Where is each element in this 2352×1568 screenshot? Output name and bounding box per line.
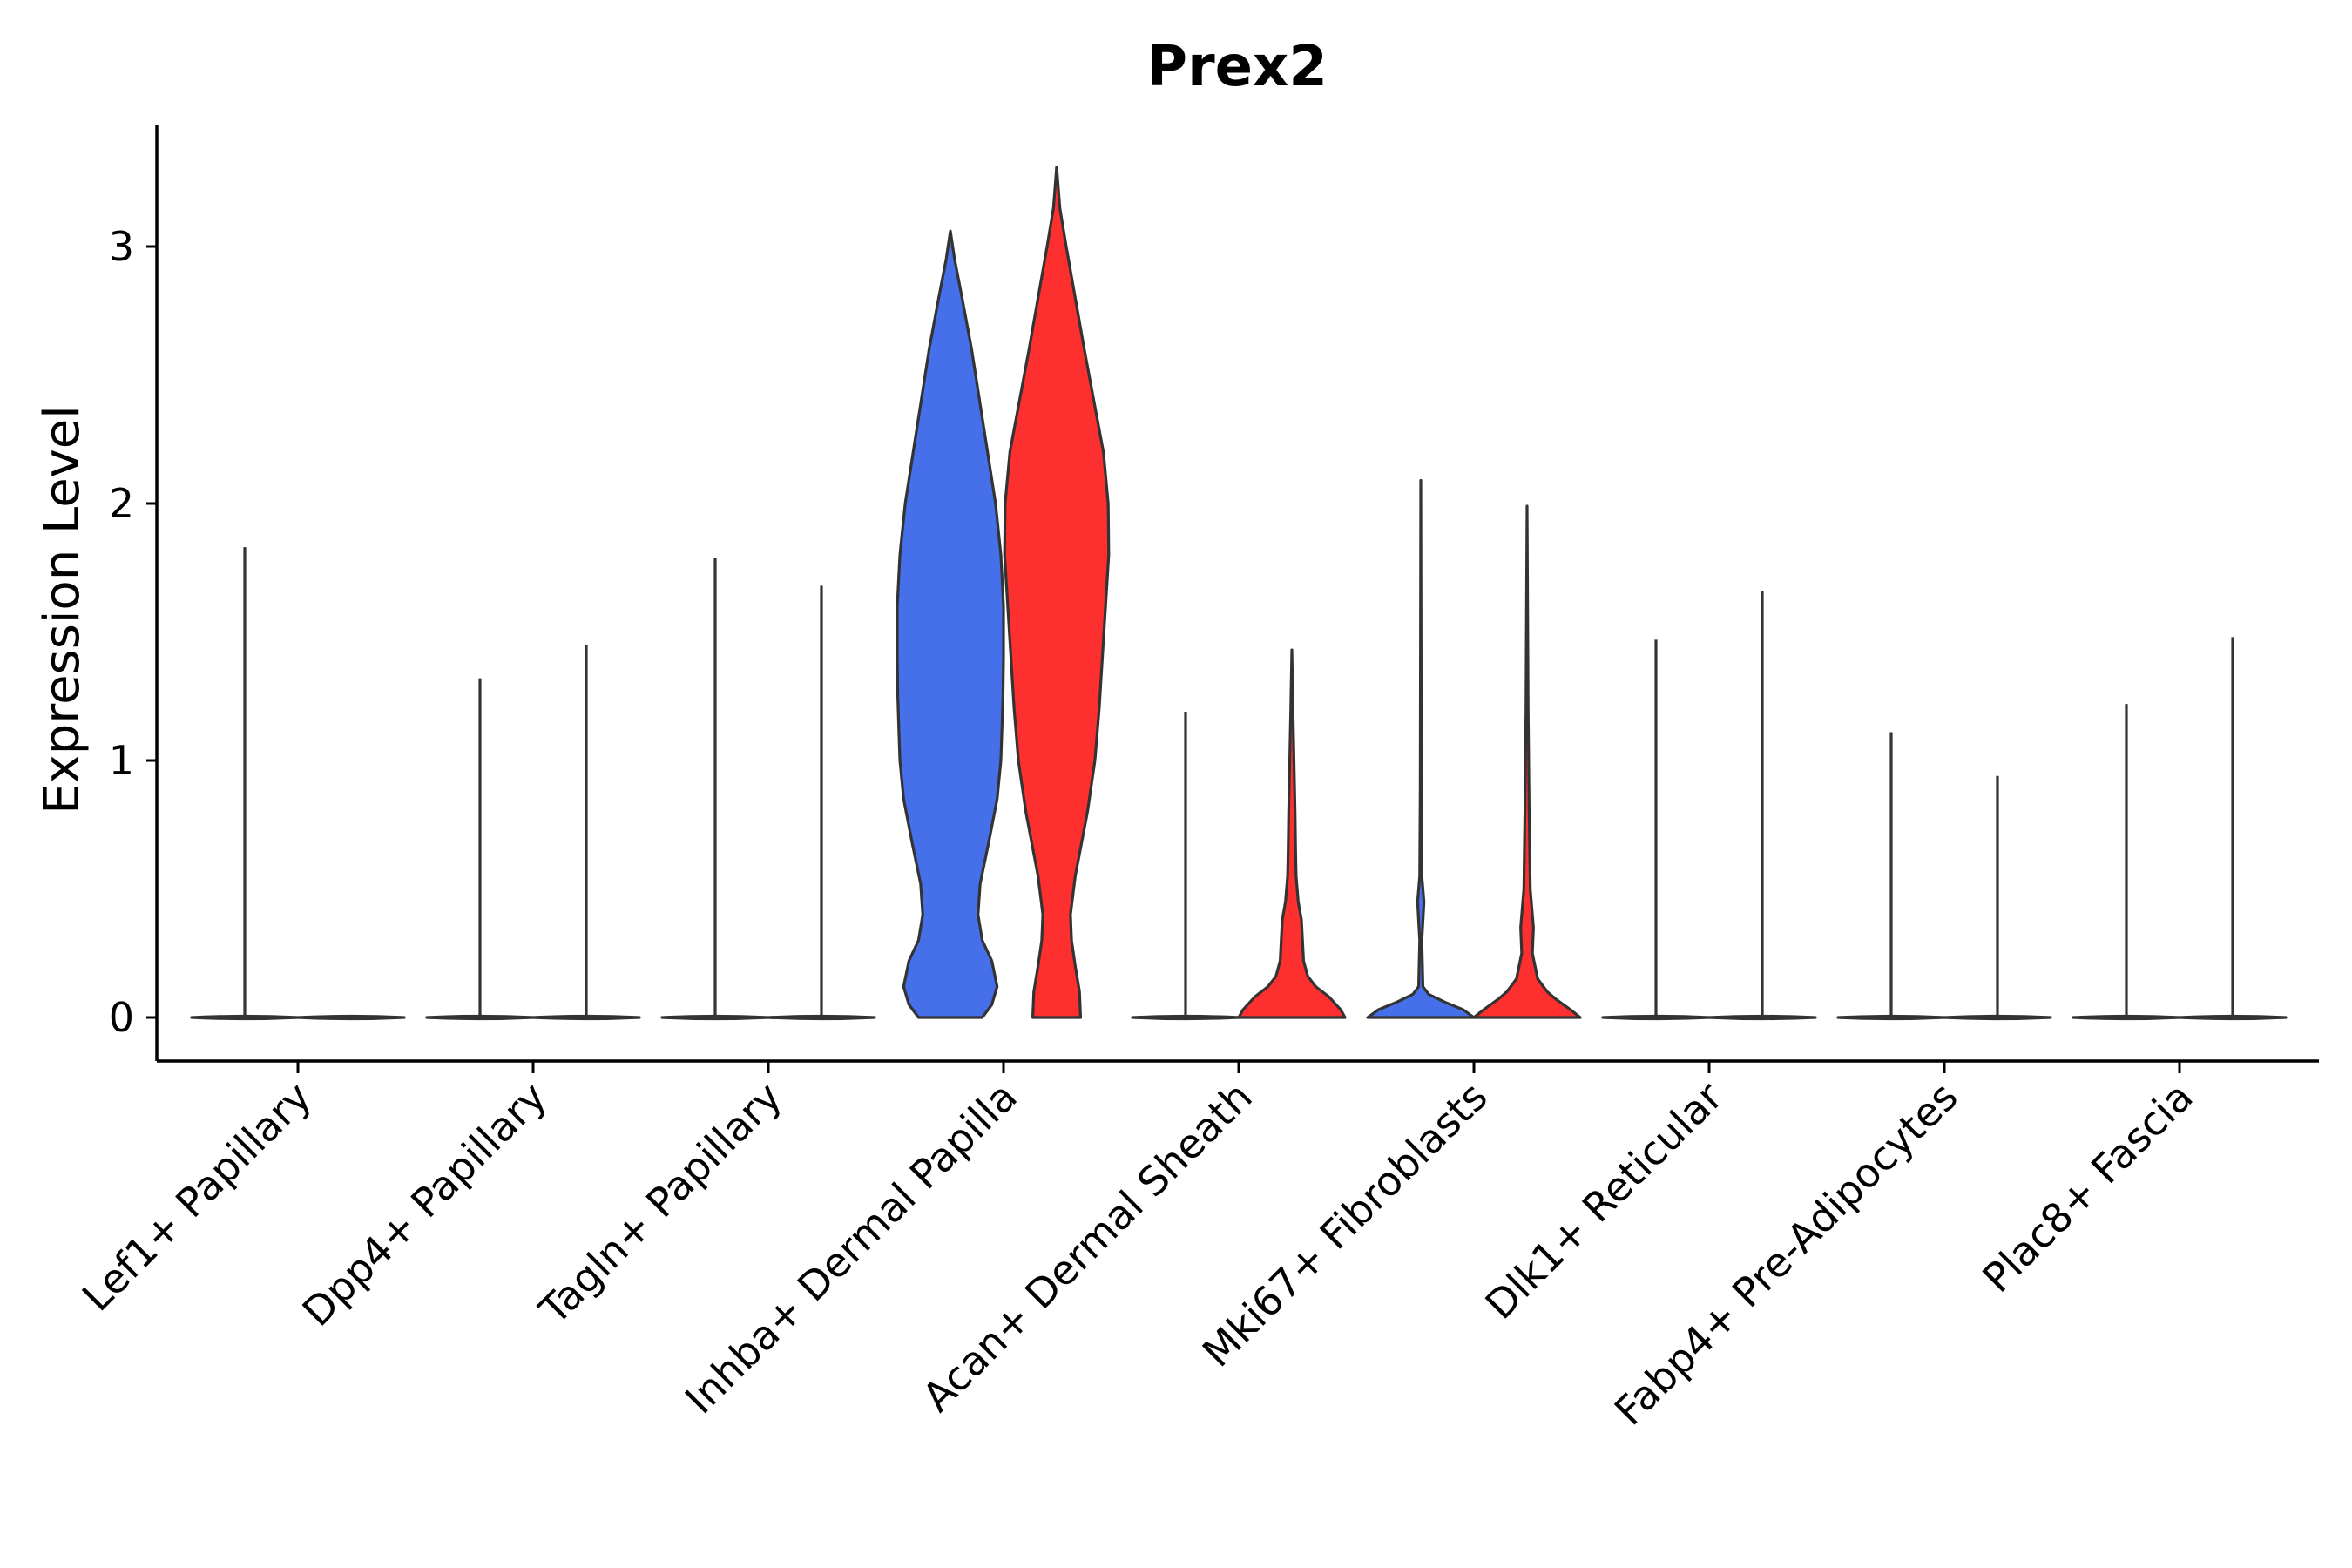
violins <box>190 165 2288 1021</box>
violin <box>1472 504 1582 1019</box>
x-tick-label: Tagln+ Papillary <box>530 1073 791 1335</box>
y-axis-label: Expression Level <box>34 405 91 814</box>
violin <box>1366 478 1476 1019</box>
x-tick-label: Dpp4+ Papillary <box>294 1073 556 1335</box>
y-tick-label: 0 <box>109 994 134 1041</box>
y-tick-label: 2 <box>109 480 134 527</box>
chart-title: Prex2 <box>1146 35 1328 99</box>
x-tick-label: Plac8+ Fascia <box>1973 1073 2201 1301</box>
x-tick-label: Lef1+ Papillary <box>73 1073 321 1321</box>
x-tick-label: Dlk1+ Reticular <box>1477 1073 1732 1328</box>
y-tick-label: 1 <box>109 737 134 784</box>
violin <box>1003 165 1111 1019</box>
y-tick-label: 3 <box>109 223 134 270</box>
y-ticks: 0 1 2 3 <box>109 223 157 1041</box>
violin <box>896 229 1005 1019</box>
violin-base <box>296 1014 406 1021</box>
violin <box>1237 648 1347 1019</box>
